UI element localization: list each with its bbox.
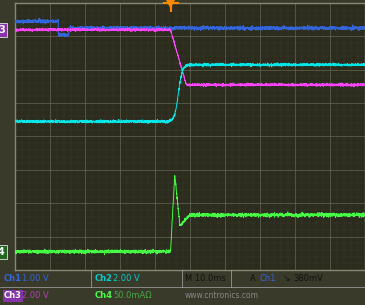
- Text: Ch2: Ch2: [95, 274, 113, 283]
- Text: Ch1: Ch1: [260, 274, 277, 283]
- Text: 4: 4: [0, 246, 5, 257]
- Text: Ch3: Ch3: [4, 292, 22, 300]
- Polygon shape: [166, 0, 175, 7]
- Text: 380mV: 380mV: [293, 274, 323, 283]
- Text: ↘: ↘: [283, 274, 291, 283]
- Text: www.cntronics.com: www.cntronics.com: [185, 292, 259, 300]
- Text: 2.00 V: 2.00 V: [113, 274, 140, 283]
- Text: 3: 3: [0, 25, 5, 35]
- Text: 1.00 V: 1.00 V: [22, 274, 49, 283]
- Text: Ch1: Ch1: [4, 274, 22, 283]
- Text: A: A: [250, 274, 256, 283]
- Text: Ch4: Ch4: [95, 292, 113, 300]
- Text: 50.0mAΩ: 50.0mAΩ: [113, 292, 151, 300]
- Text: M 10.0ms: M 10.0ms: [185, 274, 226, 283]
- Text: 2.00 V: 2.00 V: [22, 292, 49, 300]
